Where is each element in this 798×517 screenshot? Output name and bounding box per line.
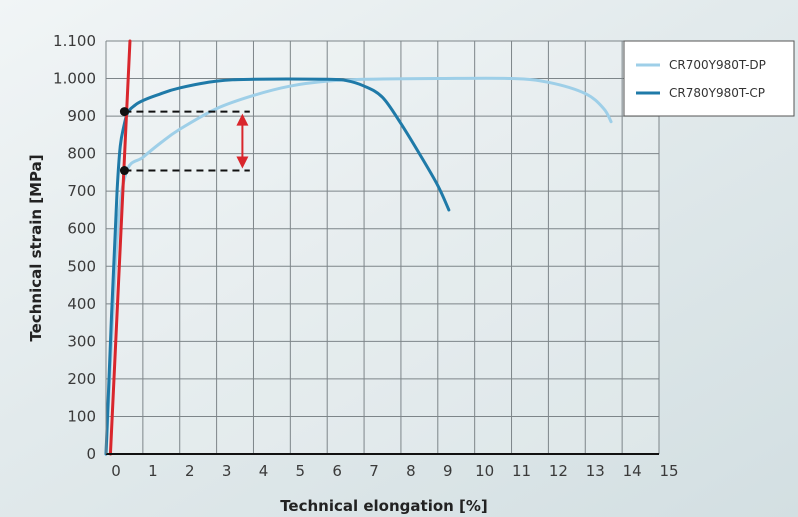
x-axis-title: Technical elongation [%] (280, 497, 488, 515)
difference-arrow-head-up (236, 113, 249, 126)
y-tick-label: 0 (86, 445, 96, 463)
plot-background (106, 41, 659, 454)
y-axis-title: Technical strain [MPa] (27, 154, 45, 341)
y-tick-label: 600 (67, 220, 96, 238)
tick-labels: 0 1 2 3 4 5 6 7 8 9 10 11 12 13 14 15010020030040050060… (53, 32, 679, 480)
y-tick-label: 100 (67, 407, 96, 425)
legend-label: CR700Y980T-DP (669, 58, 766, 72)
y-tick-label: 700 (67, 182, 96, 200)
x-tick-label: 7 (369, 462, 379, 480)
x-tick-label: 8 (406, 462, 416, 480)
x-tick-label: 11 (512, 462, 531, 480)
y-tick-label: 400 (67, 295, 96, 313)
y-tick-label: 900 (67, 107, 96, 125)
y-tick-label: 1.000 (53, 70, 96, 88)
x-tick-label: 9 (443, 462, 453, 480)
difference-arrow-head-down (236, 156, 249, 169)
annotation-layer (119, 107, 250, 176)
x-tick-label: 1 (148, 462, 158, 480)
x-tick-label: 12 (549, 462, 568, 480)
legend-box (623, 40, 795, 117)
y-tick-label: 300 (67, 332, 96, 350)
upper-yield-point (119, 107, 129, 117)
plot-area (106, 41, 659, 454)
x-tick-label: 2 (185, 462, 195, 480)
grid (105, 40, 660, 455)
x-tick-label: 3 (222, 462, 232, 480)
series-line-cp (104, 77, 451, 456)
x-tick-label: 13 (586, 462, 605, 480)
x-tick-label: 15 (659, 462, 678, 480)
x-tick-label: 10 (475, 462, 494, 480)
x-tick-label: 6 (332, 462, 342, 480)
lower-yield-point (119, 166, 129, 176)
y-tick-label: 800 (67, 145, 96, 163)
x-tick-label: 0 (111, 462, 121, 480)
y-tick-label: 200 (67, 370, 96, 388)
x-tick-label: 14 (623, 462, 642, 480)
legend-label: CR780Y980T-CP (669, 86, 765, 100)
x-tick-label: 5 (296, 462, 306, 480)
legend: CR700Y980T-DP CR780Y980T-CP (623, 40, 795, 117)
x-tick-label: 4 (259, 462, 269, 480)
y-tick-label: 1.100 (53, 32, 96, 50)
axes (105, 41, 659, 455)
y-tick-label: 500 (67, 257, 96, 275)
